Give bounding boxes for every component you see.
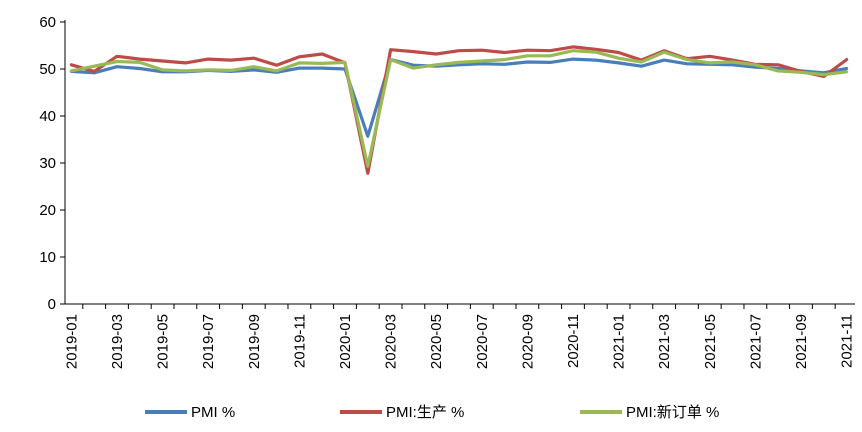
y-tick-label: 30 [39, 155, 56, 172]
x-tick-label: 2021-03 [656, 314, 673, 369]
x-tick-label: 2020-07 [474, 314, 491, 369]
y-tick-label: 60 [39, 14, 56, 31]
series-lines [69, 45, 849, 175]
x-tick-label: 2019-07 [200, 314, 217, 369]
legend-label-1: PMI % [191, 404, 235, 421]
y-tick-label: 50 [39, 61, 56, 78]
x-tick-label: 2019-01 [63, 314, 80, 369]
x-tick-label: 2021-11 [839, 314, 856, 368]
x-tick-label: 2019-09 [246, 314, 263, 369]
y-tick-label: 40 [39, 108, 56, 125]
y-tick-label: 20 [39, 202, 56, 219]
x-tick-label: 2020-01 [337, 314, 354, 369]
y-tick-label: 10 [39, 249, 56, 266]
legend-label-2: PMI:生产 % [386, 404, 464, 421]
x-axis: 2019-01 2019-03 2019-05 2019-07 2019-09 2019-… [63, 303, 856, 369]
legend-label-3: PMI:新订单 % [626, 404, 719, 421]
series-line-2 [69, 45, 849, 175]
legend: PMI % PMI:生产 % PMI:新订单 % [145, 404, 719, 421]
x-tick-label: 2019-03 [109, 314, 126, 369]
x-tick-label: 2021-09 [793, 314, 810, 369]
x-tick-label: 2019-05 [155, 314, 172, 369]
y-tick-label: 0 [48, 296, 56, 313]
x-tick-label: 2020-09 [519, 314, 536, 369]
x-tick-label: 2021-07 [747, 314, 764, 369]
x-tick-label: 2020-03 [383, 314, 400, 369]
x-tick-label: 2021-05 [702, 314, 719, 369]
series-line-3 [69, 49, 849, 168]
x-tick-label: 2020-05 [428, 314, 445, 369]
y-axis: 0 10 20 30 40 50 60 [39, 14, 66, 313]
x-tick-label: 2021-01 [611, 314, 628, 369]
x-tick-label: 2019-11 [291, 314, 308, 368]
x-tick-label: 2020-11 [565, 314, 582, 368]
